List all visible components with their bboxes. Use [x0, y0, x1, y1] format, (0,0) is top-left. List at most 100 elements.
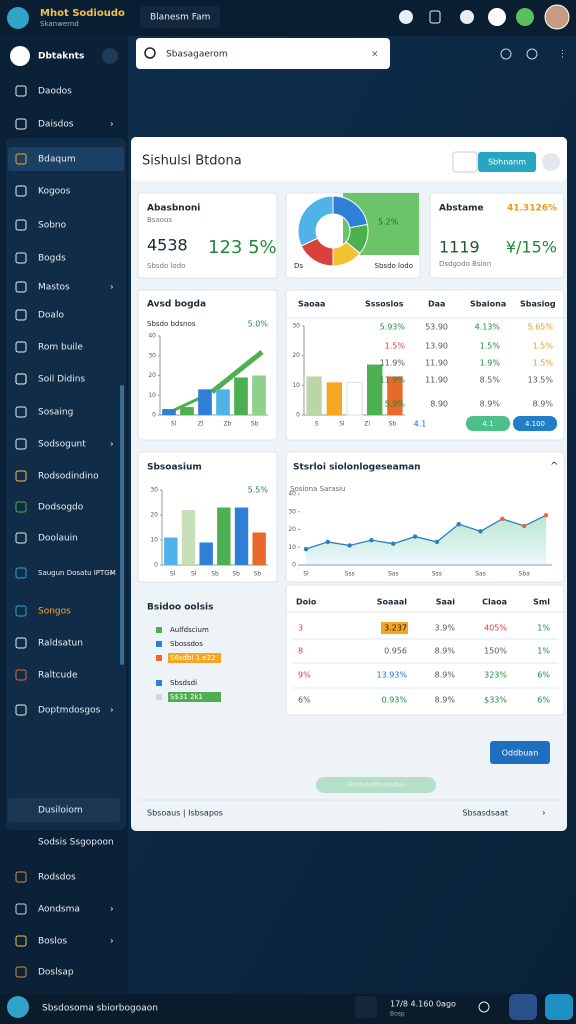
y-tick-label: 20 — [150, 512, 158, 519]
legend-label: S$31 2k1 — [170, 693, 203, 701]
table-cell: 8.90 — [430, 400, 448, 409]
sidebar-item[interactable]: Doalo — [38, 311, 64, 321]
sidebar-item[interactable]: Sodsis Ssgopoon — [38, 838, 114, 848]
sidebar-item[interactable]: Raldsatun — [38, 639, 83, 649]
table-cell: 1% — [537, 647, 550, 656]
sidebar-item[interactable]: Raltcude — [38, 671, 78, 681]
sidebar-item[interactable]: Doolauin — [38, 534, 78, 544]
donut-slice — [297, 195, 334, 247]
legend-highlight — [168, 653, 221, 663]
table-cell: 11.90 — [425, 359, 448, 368]
table-cell: 3.237 — [384, 624, 407, 633]
y-tick-label: 10 — [288, 544, 296, 551]
secondary-button[interactable] — [316, 777, 436, 793]
bar — [326, 382, 342, 415]
point — [347, 543, 352, 548]
kpi-title: Abstame — [439, 204, 484, 214]
sidebar-item[interactable]: Dusiloiom — [38, 806, 83, 816]
taskbar-icon[interactable] — [7, 996, 29, 1018]
taskbar-icon[interactable] — [509, 994, 537, 1020]
bar — [234, 507, 249, 565]
sidebar-item[interactable]: Soil Didins — [38, 375, 85, 385]
bar — [234, 377, 248, 415]
sidebar-item[interactable]: Rodsdos — [38, 873, 76, 883]
taskbar-icon[interactable] — [355, 996, 377, 1018]
x-tick-label: Sl — [170, 571, 176, 578]
x-tick-label: Sl — [303, 571, 309, 578]
icon-button[interactable] — [542, 153, 560, 171]
clear-icon[interactable]: × — [371, 50, 379, 60]
sidebar-item[interactable]: Aondsma — [38, 905, 80, 915]
search-box[interactable] — [136, 38, 390, 69]
icon[interactable] — [516, 8, 534, 26]
pill[interactable] — [466, 416, 510, 431]
sidebar-item[interactable]: Doslsap — [38, 968, 74, 978]
table-header: Claoa — [482, 598, 507, 607]
sidebar-icon — [15, 281, 27, 293]
legend-title: Bsidoo oolsis — [147, 603, 214, 613]
icon[interactable] — [429, 10, 441, 24]
icon[interactable] — [526, 48, 538, 60]
point — [521, 523, 527, 529]
clock-sub: Bosp — [390, 1011, 405, 1018]
search-icon — [144, 47, 156, 59]
sidebar-item[interactable]: Dodsogdo — [38, 503, 84, 513]
point — [543, 513, 549, 518]
kpi-value: 4538 — [147, 236, 188, 255]
table-cell: 53.90 — [425, 323, 448, 332]
collapse[interactable] — [102, 48, 118, 64]
chevron[interactable]: › — [542, 809, 546, 819]
avatar[interactable] — [544, 4, 570, 30]
table-cell: 13.90 — [425, 342, 448, 351]
chevron[interactable]: ^ — [550, 461, 558, 472]
x-tick-label: Sb — [254, 571, 262, 578]
sidebar-item[interactable]: Mastos — [38, 283, 70, 293]
icon[interactable] — [488, 8, 506, 26]
legend-swatch — [156, 627, 162, 633]
icon[interactable] — [460, 10, 474, 24]
bar — [198, 389, 212, 415]
icon-button[interactable] — [452, 151, 478, 173]
sidebar-item[interactable]: Daisdos — [38, 120, 74, 130]
bar — [162, 409, 176, 415]
sidebar-item[interactable]: Sodsogunt — [38, 440, 86, 450]
icon[interactable] — [500, 48, 512, 60]
sidebar-item[interactable]: Kogoos — [38, 187, 71, 197]
taskbar — [0, 994, 576, 1024]
menu-icon[interactable]: ⋮ — [558, 50, 567, 60]
sidebar-item[interactable]: Songos — [38, 607, 71, 617]
sidebar-item[interactable]: Sosaing — [38, 408, 73, 418]
sidebar-item[interactable]: Boslos — [38, 937, 67, 947]
panel-button[interactable] — [478, 152, 536, 172]
sidebar-item[interactable]: Sobno — [38, 221, 67, 231]
pill[interactable] — [513, 416, 557, 431]
sidebar-item[interactable]: Bdaqum — [38, 155, 76, 165]
sidebar-item[interactable]: Bogds — [38, 254, 66, 264]
primary-button[interactable] — [490, 741, 550, 764]
table-cell: 0.93% — [382, 696, 408, 705]
sidebar-item[interactable]: Daodos — [38, 87, 72, 97]
table-cell: 13.93% — [376, 671, 407, 680]
table-cell: 150% — [484, 647, 507, 656]
footer-right: Sbsasdsaat — [462, 809, 508, 818]
taskbar-icon[interactable] — [478, 1001, 490, 1013]
table-header: Doio — [296, 598, 317, 607]
table-cell: 0.956 — [384, 647, 407, 656]
sidebar-item[interactable]: Saugun Dosatu IPTGM — [38, 569, 116, 577]
icon[interactable] — [399, 10, 413, 24]
table-cell: 8.9% — [480, 400, 501, 409]
taskbar-text: Sbsdosoma sbiorbogoaon — [42, 1004, 158, 1014]
y-tick-label: 20 — [292, 352, 300, 359]
y-tick-label: 10 — [292, 382, 300, 389]
sidebar-icon — [15, 85, 27, 97]
sidebar-item[interactable]: Doptmdosgos — [38, 706, 101, 716]
bar — [306, 376, 322, 415]
tab[interactable] — [140, 6, 220, 28]
pill-label: 4.100 — [525, 420, 545, 428]
sidebar-item[interactable]: Rom buile — [38, 343, 83, 353]
sidebar-item[interactable]: Rodsodindino — [38, 472, 99, 482]
taskbar-icon[interactable] — [545, 994, 573, 1020]
table-cell: 8.9% — [435, 647, 456, 656]
y-tick-label: 10 — [150, 537, 158, 544]
